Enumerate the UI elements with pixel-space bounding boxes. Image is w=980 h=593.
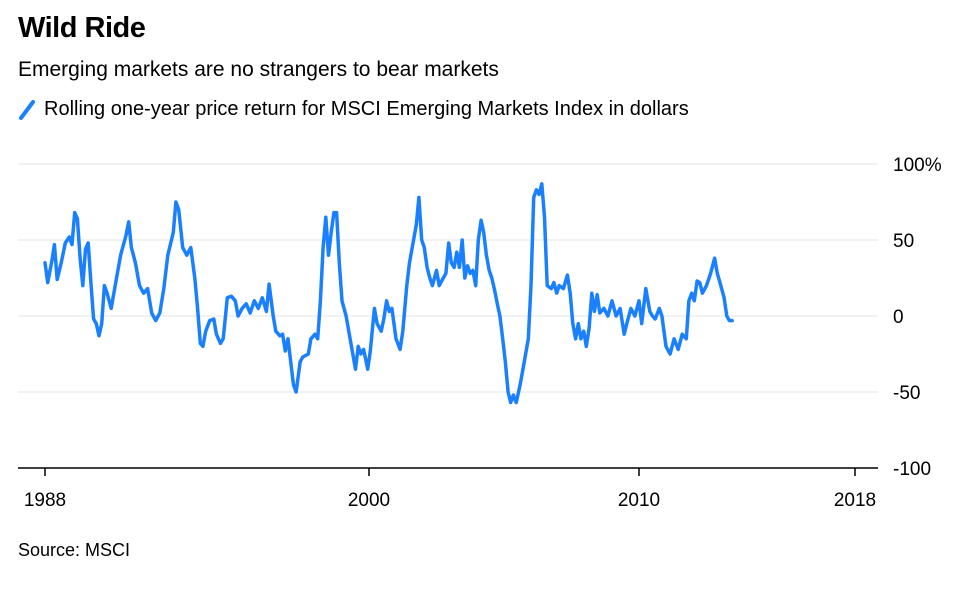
source-note: Source: MSCI xyxy=(18,540,131,560)
x-tick-label: 1988 xyxy=(24,490,66,511)
y-tick-label: 100% xyxy=(893,155,942,176)
x-tick-label: 2010 xyxy=(618,490,660,511)
y-tick-label: 0 xyxy=(893,307,904,328)
chart-subtitle: Emerging markets are no strangers to bea… xyxy=(18,58,499,81)
legend-label: Rolling one-year price return for MSCI E… xyxy=(44,98,689,120)
y-tick-label: -50 xyxy=(893,383,920,404)
legend: Rolling one-year price return for MSCI E… xyxy=(18,98,689,121)
legend-swatch-icon xyxy=(19,99,35,120)
y-tick-label: 50 xyxy=(893,231,914,252)
y-tick-label: -100 xyxy=(893,459,931,480)
chart-title: Wild Ride xyxy=(18,12,146,44)
x-tick-label: 2018 xyxy=(834,490,876,511)
x-tick-label: 2000 xyxy=(348,490,390,511)
series-line xyxy=(43,182,734,405)
